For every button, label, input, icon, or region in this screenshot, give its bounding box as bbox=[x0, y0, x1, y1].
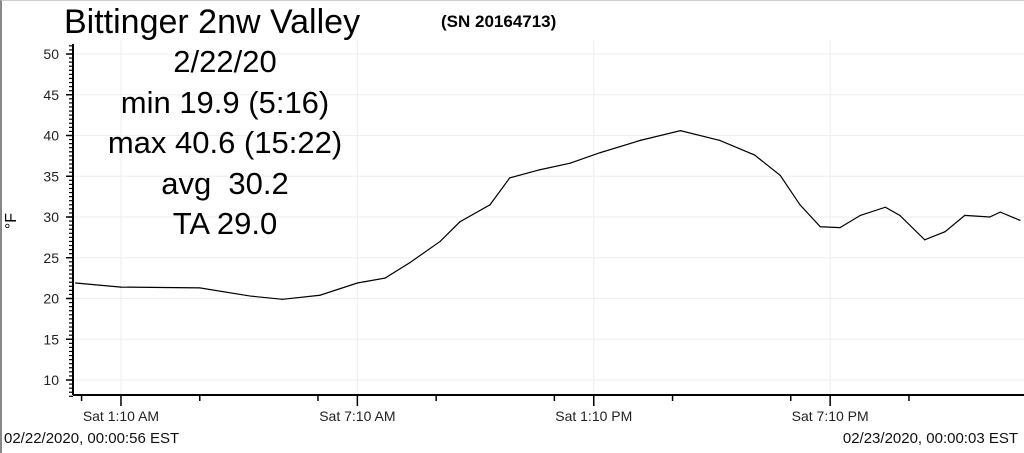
x-tick-label: Sat 7:10 AM bbox=[319, 408, 395, 424]
x-tick-label: Sat 7:10 PM bbox=[792, 408, 869, 424]
data-point bbox=[281, 298, 284, 300]
y-tick-label: 40 bbox=[43, 128, 59, 144]
data-point bbox=[964, 214, 966, 216]
stats-date: 2/22/20 bbox=[173, 44, 277, 79]
data-point bbox=[884, 206, 886, 208]
data-point bbox=[1019, 219, 1021, 221]
stats-min: min 19.9 (5:16) bbox=[120, 84, 330, 120]
data-point bbox=[569, 162, 571, 164]
data-point bbox=[75, 282, 77, 284]
y-tick-label: 10 bbox=[43, 372, 59, 388]
serial-number: (SN 20164713) bbox=[441, 12, 557, 31]
data-point bbox=[439, 240, 441, 243]
stats-ta: TA 29.0 bbox=[172, 206, 278, 241]
data-point bbox=[249, 295, 251, 297]
stats-avg: avg 30.2 bbox=[161, 165, 289, 201]
data-point bbox=[779, 174, 781, 177]
data-point bbox=[199, 287, 201, 289]
y-tick-label: 45 bbox=[43, 87, 59, 103]
data-point bbox=[859, 214, 861, 216]
data-point bbox=[459, 221, 461, 223]
data-point bbox=[754, 154, 756, 156]
data-point bbox=[539, 169, 541, 171]
stats-block: 2/22/20 min 19.9 (5:16) max 40.6 (15:22)… bbox=[75, 42, 375, 245]
data-point bbox=[899, 214, 901, 216]
data-point bbox=[719, 139, 721, 141]
y-tick-label: 15 bbox=[43, 331, 59, 347]
data-point bbox=[999, 211, 1001, 213]
start-timestamp: 02/22/2020, 00:00:56 EST bbox=[4, 430, 180, 447]
data-point bbox=[944, 231, 946, 233]
data-point bbox=[839, 226, 841, 229]
y-tick-label: 20 bbox=[43, 291, 59, 307]
data-point bbox=[679, 130, 682, 132]
data-point bbox=[599, 152, 601, 154]
x-tick-label: Sat 1:10 AM bbox=[83, 408, 159, 424]
end-timestamp: 02/23/2020, 00:00:03 EST bbox=[842, 430, 1018, 447]
data-point bbox=[319, 294, 321, 296]
data-point bbox=[120, 286, 122, 288]
data-point bbox=[819, 226, 821, 228]
y-axis-label: °F bbox=[3, 212, 21, 230]
y-tick-label: 50 bbox=[43, 46, 59, 62]
data-point bbox=[989, 216, 991, 218]
chart-title: Bittinger 2nw Valley bbox=[64, 3, 361, 41]
x-tick-label: Sat 1:10 PM bbox=[555, 408, 632, 424]
data-point bbox=[639, 139, 641, 141]
data-point bbox=[509, 177, 511, 179]
data-point bbox=[356, 282, 358, 284]
y-tick-label: 35 bbox=[43, 168, 59, 184]
data-point bbox=[384, 277, 386, 279]
data-point bbox=[409, 262, 411, 264]
data-point bbox=[799, 204, 801, 206]
y-tick-label: 30 bbox=[43, 209, 59, 225]
y-tick-label: 25 bbox=[43, 250, 59, 266]
data-point bbox=[924, 239, 926, 241]
data-point bbox=[489, 204, 491, 206]
stats-max: max 40.6 (15:22) bbox=[107, 125, 343, 160]
